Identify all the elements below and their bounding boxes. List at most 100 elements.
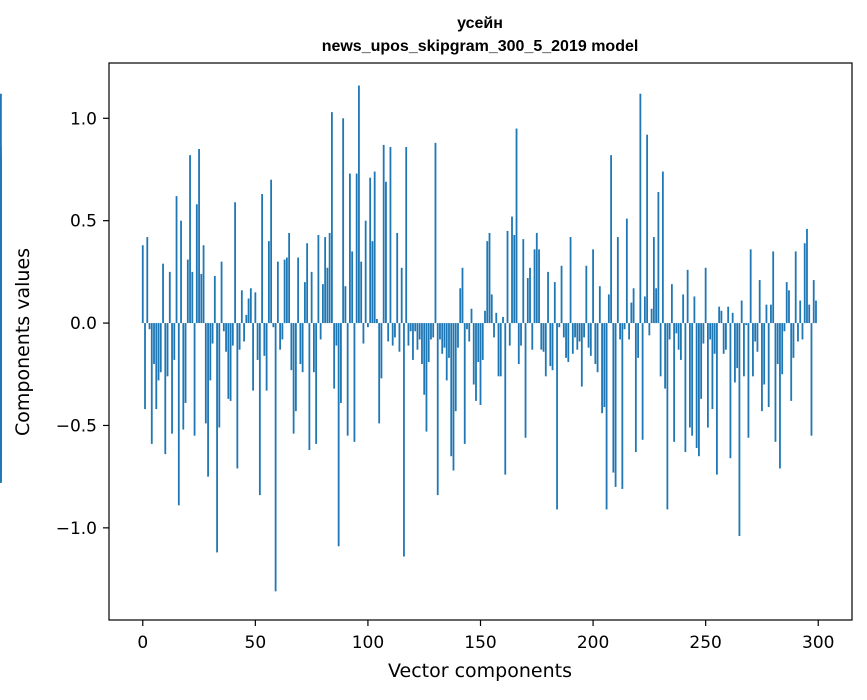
bar: [569, 237, 572, 324]
bar: [743, 323, 745, 377]
bar: [297, 257, 300, 324]
bar: [792, 323, 795, 358]
bar: [598, 286, 601, 324]
bar: [634, 323, 637, 453]
bar: [731, 312, 734, 324]
bar: [529, 267, 531, 324]
bar: [794, 251, 797, 324]
bar: [457, 323, 459, 348]
bar: [643, 296, 646, 324]
y-axis-ticks: 1.0 0.5 0.0 −0.5 −1.0: [56, 109, 109, 539]
bar: [398, 323, 401, 352]
bar: [394, 323, 396, 338]
bar: [387, 323, 390, 342]
bar: [542, 323, 545, 352]
bar: [385, 181, 387, 324]
bar: [621, 323, 624, 489]
bar: [700, 323, 703, 399]
bar: [279, 323, 282, 350]
bar: [490, 294, 493, 324]
bar: [340, 323, 342, 403]
bar: [207, 323, 209, 477]
bar: [430, 323, 432, 340]
bar: [720, 310, 723, 324]
bar: [294, 323, 297, 412]
bar: [198, 149, 200, 324]
bar: [459, 288, 462, 324]
bar: [513, 235, 516, 324]
bar: [445, 323, 448, 381]
bar: [497, 323, 500, 377]
bar: [544, 323, 547, 377]
bar: [571, 323, 574, 354]
bar: [612, 323, 615, 473]
bar: [412, 323, 414, 360]
bar: [574, 323, 576, 338]
bar: [702, 323, 705, 344]
bar: [423, 323, 426, 395]
bar: [191, 271, 194, 324]
bar: [317, 235, 320, 324]
bar: [585, 265, 588, 324]
bar: [306, 243, 309, 324]
bar: [373, 171, 376, 324]
bar: [243, 323, 245, 342]
bar: [774, 323, 777, 442]
x-axis-ticks: 0 50 100 150 200 250 300: [137, 620, 834, 653]
bar: [745, 323, 748, 326]
bar: [292, 323, 295, 434]
bar: [664, 323, 667, 389]
bar: [216, 323, 218, 553]
bar: [204, 323, 207, 424]
bar: [247, 298, 250, 324]
bar: [650, 308, 653, 324]
bar: [400, 267, 403, 324]
bar: [238, 323, 241, 350]
bar: [261, 194, 263, 324]
bar: [801, 323, 804, 340]
bar: [209, 323, 212, 381]
bar: [312, 323, 315, 373]
bar: [576, 323, 579, 350]
bar: [213, 275, 216, 324]
bar: [677, 323, 680, 350]
y-axis-label: Components values: [12, 248, 34, 436]
bar: [558, 323, 561, 328]
bar: [218, 323, 221, 428]
bar: [267, 241, 270, 324]
bar: [477, 323, 480, 362]
bar: [319, 323, 322, 340]
bar: [254, 292, 257, 324]
bar: [310, 271, 313, 324]
bar: [234, 202, 236, 324]
bar: [168, 271, 171, 324]
bar: [405, 146, 408, 324]
chart-title-line1: усейн: [457, 15, 503, 32]
bar: [173, 323, 176, 360]
bar: [592, 249, 594, 324]
bar: [740, 300, 743, 324]
bar: [211, 323, 214, 344]
bar: [202, 245, 205, 324]
x-axis-label: Vector components: [388, 660, 572, 682]
bar: [580, 323, 583, 387]
bar: [553, 282, 556, 324]
bar: [155, 323, 158, 410]
bar: [227, 323, 230, 399]
bar: [184, 323, 187, 403]
bar: [538, 249, 540, 324]
bar: [240, 290, 243, 324]
bar: [303, 282, 306, 324]
bar: [808, 304, 811, 324]
bar: [256, 323, 259, 360]
bar: [522, 239, 525, 324]
bar: [450, 323, 453, 457]
bar: [443, 323, 446, 348]
bar: [763, 323, 766, 385]
bar: [220, 261, 223, 324]
bar: [362, 323, 365, 344]
bar: [668, 323, 671, 340]
bar: [321, 284, 324, 324]
bar: [729, 323, 732, 459]
bar: [797, 323, 799, 342]
